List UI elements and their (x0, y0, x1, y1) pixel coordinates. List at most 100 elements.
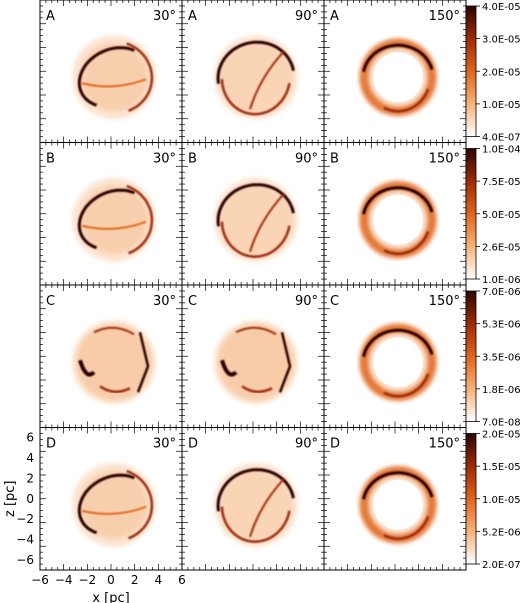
map-panel-b-1: B 30° (39, 142, 183, 286)
shell-filament (81, 220, 147, 230)
shell-filament (362, 186, 434, 215)
y-tick-label: −4 (16, 533, 34, 547)
panel-row-label: C (188, 294, 197, 309)
y-tick-label: 4 (26, 451, 34, 465)
panel-row-label: B (330, 152, 339, 167)
shell-filament (249, 193, 285, 253)
panel-angle-label: 150° (429, 152, 460, 167)
shell-filament (220, 359, 238, 377)
colorbar-column: 4.0E-053.0E-052.0E-051.0E-054.0E-071.0E-… (465, 2, 520, 571)
y-tick-label: 6 (26, 431, 34, 445)
panel-angle-label: 150° (429, 294, 460, 309)
x-tick-label: 6 (178, 573, 186, 587)
map-panel-d-1: D 30° (39, 427, 183, 571)
panel-row-label: D (188, 437, 198, 452)
shell-filament (81, 505, 147, 515)
panel-angle-label: 90° (295, 294, 318, 309)
colorbar-c: 7.0E-06 5.3E-06 3.5E-06 1.8E-06 7.0E-08 (465, 287, 520, 429)
shell-filament (77, 473, 135, 535)
colorbar-tick-label: 1.0E-04 (482, 145, 520, 156)
colorbar-a: 4.0E-05 3.0E-05 2.0E-05 1.0E-05 4.0E-07 (465, 2, 520, 144)
colorbar-b: 1.0E-04 7.5E-05 5.0E-05 2.6E-05 1.0E-06 (465, 145, 520, 286)
colorbar-tick-label: 7.5E-05 (482, 177, 520, 188)
shell-filament (362, 43, 434, 73)
panel-angle-label: 90° (295, 9, 318, 24)
shell-fill (218, 324, 294, 401)
shell-interior (373, 479, 423, 530)
map-panel-c-3: C 150° (323, 284, 467, 428)
panel-row-label: A (46, 9, 55, 24)
panel-grid: A 30° A 90° A 150°B 30° B 90° B 150°C 30° C 90° C 150°D… (39, 0, 467, 571)
shell-filament (362, 471, 434, 500)
colorbar-tick-label: 1.0E-05 (482, 100, 520, 111)
shell-filament (77, 188, 135, 250)
map-panel-a-3: A 150° (323, 0, 467, 143)
panel-row-label: C (46, 294, 55, 309)
shell-filament (249, 50, 285, 110)
shell-filament (220, 79, 291, 116)
panel-row-label: C (330, 294, 339, 309)
shell-filament (241, 385, 273, 393)
shell-filament (216, 468, 295, 512)
colorbar-tick-label: 3.0E-05 (482, 35, 520, 46)
shell-interior (373, 194, 423, 245)
colorbar-tick-label: 5.3E-06 (482, 320, 520, 331)
colorbar-tick-label: 5.2E-06 (482, 527, 520, 538)
shell-filament (216, 183, 295, 227)
shell-filament (383, 88, 430, 113)
shell-fill (220, 41, 292, 114)
y-tick-label: −2 (16, 512, 34, 526)
colorbar-tick-label: 2.6E-05 (482, 242, 520, 253)
shell-filament (362, 328, 434, 358)
y-tick-label: 0 (26, 492, 34, 506)
panel-row-label: B (46, 152, 55, 167)
shell-filament (220, 506, 291, 543)
map-panel-a-1: A 30° (39, 0, 183, 143)
colorbar-tick-label: 3.5E-06 (482, 352, 520, 363)
shell-fill (220, 183, 292, 256)
panel-angle-label: 150° (429, 9, 460, 24)
shell-fill (80, 185, 148, 254)
panel-angle-label: 90° (295, 437, 318, 452)
shell-filament (99, 385, 131, 393)
panel-row-label: A (330, 9, 339, 24)
colorbar-tick-label: 7.0E-06 (482, 287, 520, 298)
colorbar-tick-label: 1.0E-06 (482, 275, 520, 286)
shell-filament (136, 331, 150, 393)
panel-row-label: D (46, 437, 56, 452)
map-panel-a-2: A 90° (181, 0, 325, 143)
shell-filament (249, 478, 285, 538)
map-panel-b-2: B 90° (181, 142, 325, 286)
map-panel-d-2: D 90° (181, 427, 325, 571)
panel-angle-label: 30° (153, 152, 176, 167)
y-tick-label: −6 (16, 553, 34, 567)
shell-fill (80, 43, 148, 112)
colorbar-tick-label: 4.0E-07 (482, 133, 520, 144)
shell-filament (278, 331, 292, 393)
colorbar-tick-label: 7.0E-08 (482, 418, 520, 429)
x-tick-label: −4 (55, 573, 73, 587)
shell-fill (220, 468, 292, 541)
map-panel-c-1: C 30° (39, 284, 183, 428)
x-tick-label: −2 (78, 573, 96, 587)
colorbar-tick-label: 2.0E-07 (482, 560, 520, 571)
shell-fill (76, 324, 152, 401)
shell-filament (126, 469, 154, 540)
colorbar-tick-label: 1.8E-06 (482, 385, 520, 396)
colorbar-tick-label: 1.5E-05 (482, 462, 520, 473)
colorbar-tick-label: 4.0E-05 (482, 2, 520, 13)
x-tick-label: 4 (155, 573, 163, 587)
shell-filament (126, 184, 154, 255)
colorbar-tick-label: 2.0E-05 (482, 67, 520, 78)
shell-filament (216, 40, 295, 85)
panel-angle-label: 30° (153, 437, 176, 452)
shell-filament (126, 42, 154, 112)
map-panel-c-2: C 90° (181, 284, 325, 428)
shell-filament (383, 373, 430, 398)
x-axis-label: x [pc] (92, 591, 129, 603)
shell-interior (373, 52, 423, 103)
shell-filament (81, 78, 147, 88)
shell-interior (373, 337, 423, 388)
colorbar-tick-label: 2.0E-05 (482, 430, 520, 441)
